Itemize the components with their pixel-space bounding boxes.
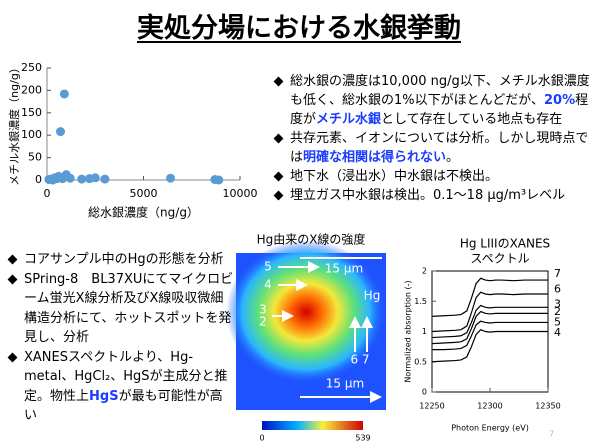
y-axis-label: メチル水銀濃度（ng/g） <box>7 62 21 186</box>
x-tick-label: 5000 <box>130 187 158 200</box>
legend-label: 2 <box>554 305 561 318</box>
y-axis-label: Normalized absorption (-) <box>404 280 413 382</box>
bullet: コアサンプル中のHgの形態を分析 <box>6 250 234 270</box>
chart-subtitle: スペクトル <box>470 252 529 266</box>
bullet: XANESスペクトルより、Hg-metal、HgCl₂、HgSが主成分と推定。物… <box>6 348 234 426</box>
point <box>77 174 87 184</box>
point <box>56 127 66 137</box>
series-line <box>432 320 548 351</box>
y-tick-label: 200 <box>21 83 42 96</box>
x-axis-label: 総水銀濃度（ng/g） <box>88 205 199 220</box>
text: 地下水（浸出水）中水銀は不検出。 <box>290 169 499 184</box>
point <box>57 174 67 184</box>
bullet: 埋立ガス中水銀は検出。0.1～18 μg/m³レベル <box>272 186 590 205</box>
chart-title: Hg LIIIのXANES <box>460 237 550 251</box>
highlight: HgS <box>89 388 119 404</box>
text: SPring-8 BL37XUにてマイクロビーム蛍光X線分析及びX線吸収微細構造… <box>24 271 234 346</box>
scale-label: 15 μm <box>325 262 363 276</box>
point <box>59 89 69 99</box>
highlight: メチル水銀 <box>316 112 382 127</box>
scale-label: 15 μm <box>326 377 364 391</box>
heatmap-label: 5 <box>264 260 272 274</box>
heatmap-arrows <box>272 257 382 403</box>
point <box>65 173 75 183</box>
y-tick-label: 1 <box>422 327 427 336</box>
slide-title: 実処分場における水銀挙動 <box>137 13 461 44</box>
legend-label: 6 <box>554 282 561 295</box>
y-tick-label: 1.5 <box>414 297 427 306</box>
point <box>90 173 100 183</box>
y-tick-label: 0 <box>422 388 427 397</box>
x-tick-label: 0 <box>44 187 51 200</box>
heatmap-label: 6 7 <box>350 353 369 367</box>
highlight: 20% <box>543 93 576 108</box>
colorbar <box>262 421 363 430</box>
series-line <box>431 304 548 339</box>
heatmap-title: Hg由来のX線の強度 <box>257 232 366 247</box>
notes-left: コアサンプル中のHgの形態を分析 SPring-8 BL37XUにてマイクロビーム… <box>6 250 234 426</box>
text: 総水銀の濃度は10,000 ng/g以下、メチル水銀濃度も低く、総水銀の1%以下… <box>290 74 590 108</box>
colorbar-min: 0 <box>259 434 264 443</box>
point <box>166 173 176 183</box>
series-line <box>431 277 548 317</box>
x-tick-label: 12250 <box>419 402 444 411</box>
y-tick-label: 2 <box>422 267 427 276</box>
point <box>100 174 110 184</box>
colorbar-max: 539 <box>355 434 370 443</box>
bullet: 総水銀の濃度は10,000 ng/g以下、メチル水銀濃度も低く、総水銀の1%以下… <box>272 72 590 129</box>
text: が最も可能性が高い <box>24 388 223 424</box>
y-tick-label: 250 <box>21 61 42 74</box>
y-tick-label: 0 <box>35 173 42 186</box>
highlight: 明確な相関は得られない <box>303 150 447 165</box>
text: 埋立ガス中水銀は検出。0.1～18 μg/m³レベル <box>290 188 566 203</box>
bullet: 共存元素、イオンについては分析。しかし現時点では明確な相関は得られない。 <box>272 129 590 167</box>
heatmap-label: Hg <box>364 289 381 303</box>
x-tick-label: 12300 <box>477 402 502 411</box>
x-tick-label: 10000 <box>223 187 258 200</box>
text: として存在している地点も存在 <box>381 112 563 127</box>
bullet: SPring-8 BL37XUにてマイクロビーム蛍光X線分析及びX線吸収微細構造… <box>6 270 234 348</box>
legend-label: 5 <box>554 315 561 328</box>
legend-label: 3 <box>554 297 561 310</box>
legend-label: 7 <box>554 267 561 280</box>
y-tick-label: 150 <box>21 106 42 119</box>
x-tick-label: 12350 <box>535 402 560 411</box>
legend-label: 4 <box>554 326 561 339</box>
text: コアサンプル中のHgの形態を分析 <box>24 252 224 267</box>
text: XANESスペクトルより、Hg-metal、HgCl₂、HgSが主成分と推定。物… <box>24 349 228 404</box>
point <box>214 175 224 185</box>
text: 程度が <box>290 93 589 127</box>
notes-right: 総水銀の濃度は10,000 ng/g以下、メチル水銀濃度も低く、総水銀の1%以下… <box>272 72 590 205</box>
x-axis-label: Photon Energy (eV) <box>451 424 529 433</box>
bullet: 地下水（浸出水）中水銀は不検出。 <box>272 167 590 186</box>
heatmap-label: 3 <box>259 303 267 317</box>
y-tick-label: 50 <box>28 151 42 164</box>
heatmap-spot <box>226 240 386 384</box>
series-line <box>431 328 548 363</box>
text: 共存元素、イオンについては分析。しかし現時点では <box>290 131 589 165</box>
y-tick-label: 100 <box>21 128 42 141</box>
text: 。 <box>446 150 460 165</box>
heatmap-label: 2 <box>259 315 267 329</box>
page-number: 7 <box>549 430 554 439</box>
heatmap-label: 4 <box>264 278 272 292</box>
y-tick-label: 0.5 <box>414 357 427 366</box>
series-line <box>431 291 548 333</box>
series-line <box>431 310 548 345</box>
